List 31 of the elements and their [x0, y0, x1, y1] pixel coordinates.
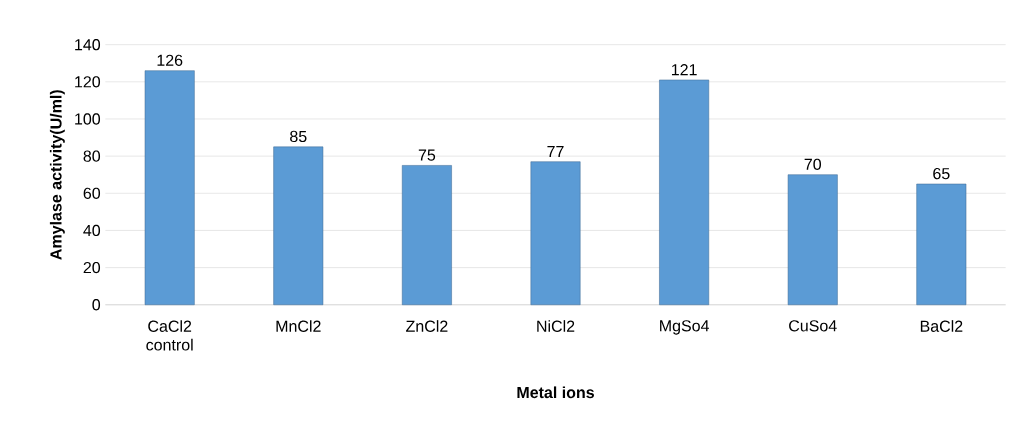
- bar: [144, 70, 195, 305]
- data-label: 70: [804, 158, 822, 170]
- x-tick-label: CuSo4: [789, 320, 837, 332]
- x-tick-label: MgSo4: [660, 320, 710, 335]
- data-label: 65: [933, 167, 950, 180]
- y-tick-label: 60: [83, 187, 101, 199]
- bar: [787, 174, 838, 305]
- data-label: 75: [418, 149, 436, 161]
- x-tick-label: BaCl2: [920, 320, 963, 332]
- y-tick-label: 40: [83, 224, 101, 237]
- x-tick-label: MnCl2: [276, 320, 321, 332]
- y-axis-title: Amylase activity(U/ml): [49, 90, 65, 260]
- bar: [273, 146, 324, 305]
- bar: [916, 183, 967, 305]
- bar: [401, 165, 452, 305]
- y-tick-label: 0: [92, 299, 101, 311]
- y-tick-label: 20: [83, 261, 101, 274]
- data-label: 121: [671, 64, 697, 76]
- y-tick-label: 140: [75, 38, 101, 51]
- x-tick-label: NiCl2: [537, 320, 575, 332]
- bar: [659, 79, 710, 305]
- y-tick-label: 80: [83, 150, 101, 162]
- y-tick-label: 100: [75, 113, 101, 125]
- x-tick-label: CaCl2 control: [146, 320, 193, 351]
- x-tick-label: ZnCl2: [406, 320, 448, 332]
- data-label: 85: [290, 130, 307, 143]
- y-tick-label: 120: [75, 76, 101, 88]
- bar: [530, 161, 581, 305]
- x-axis-title: Metal ions: [517, 386, 594, 399]
- data-label: 77: [547, 145, 564, 157]
- data-label: 126: [157, 54, 183, 66]
